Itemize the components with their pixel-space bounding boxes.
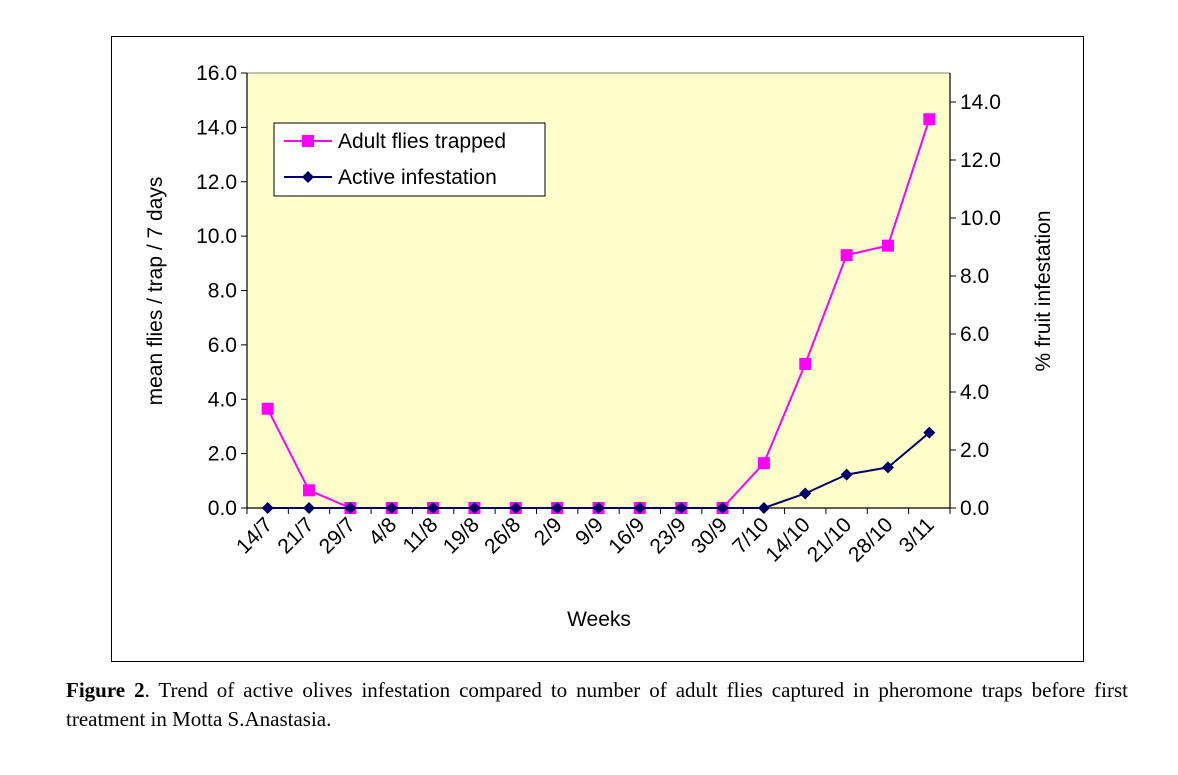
data-point — [509, 502, 522, 514]
chart: 0.0 2.0 4.0 6.0 8.0 10.0 12.0 14.0 16.0 0.0 2.0 4.0… — [144, 62, 1055, 631]
y-tick-label-left: 16.0 — [196, 62, 237, 85]
y-tick-label-right: 0.0 — [960, 497, 989, 520]
y-tick-label-right: 2.0 — [960, 439, 989, 462]
legend-label: Adult flies trapped — [338, 130, 506, 153]
data-point — [840, 249, 853, 262]
data-point — [468, 502, 481, 514]
figure-caption: Figure 2. Trend of active olives infesta… — [66, 676, 1128, 734]
data-point — [757, 502, 770, 514]
y-tick-label-right: 4.0 — [960, 381, 989, 404]
y-tick-label-left: 12.0 — [196, 171, 237, 194]
data-point — [303, 502, 316, 514]
x-tick-label: 29/7 — [315, 513, 360, 558]
x-tick-label: 11/8 — [399, 513, 443, 557]
caption-label: Figure 2 — [66, 678, 145, 702]
legend-box — [273, 122, 546, 197]
y-tick-label-left: 14.0 — [196, 116, 237, 139]
y-axis-title-left: mean flies / trap / 7 days — [144, 177, 167, 406]
data-point — [303, 484, 316, 497]
y-tick-label-left: 2.0 — [208, 443, 237, 466]
x-tick-label: 16/9 — [604, 513, 649, 558]
x-tick-label: 3/11 — [895, 513, 939, 557]
data-point — [551, 502, 564, 514]
caption-text: . Trend of active olives infestation com… — [66, 678, 1128, 731]
data-point — [881, 239, 894, 252]
legend-marker — [302, 135, 314, 147]
data-point — [633, 502, 646, 514]
chart-frame: 0.0 2.0 4.0 6.0 8.0 10.0 12.0 14.0 16.0 0.0 2.0 4.0… — [111, 36, 1084, 662]
x-tick-label: 21/7 — [273, 513, 318, 558]
legend-label: Active infestation — [338, 166, 497, 189]
y-tick-label-left: 0.0 — [208, 497, 237, 520]
legend-marker — [302, 171, 314, 183]
y-tick-label-left: 6.0 — [208, 334, 237, 357]
data-point — [675, 502, 688, 514]
data-point — [840, 468, 853, 481]
x-tick-label: 19/8 — [439, 513, 484, 558]
data-point — [799, 357, 812, 370]
x-tick-label: 30/9 — [687, 513, 732, 558]
data-point — [881, 461, 894, 474]
y-tick-label-right: 14.0 — [960, 91, 1001, 114]
x-tick-label: 9/9 — [571, 513, 608, 550]
y-tick-label-right: 12.0 — [960, 149, 1001, 172]
y-tick-label-right: 8.0 — [960, 265, 989, 288]
data-point — [261, 402, 274, 415]
y-tick-label-right: 6.0 — [960, 323, 989, 346]
x-tick-label: 28/10 — [844, 513, 897, 566]
x-tick-label: 23/9 — [646, 513, 691, 558]
x-tick-label: 14/7 — [232, 513, 277, 558]
y-tick-label-left: 10.0 — [196, 225, 237, 248]
x-tick-label: 26/8 — [480, 513, 525, 558]
x-tick-label: 2/9 — [530, 513, 567, 550]
data-point — [923, 113, 936, 126]
data-point — [385, 502, 398, 514]
x-axis-title: Weeks — [567, 608, 631, 631]
data-point — [799, 487, 812, 500]
x-tick-label: 14/10 — [761, 513, 814, 566]
y-tick-label-left: 8.0 — [208, 280, 237, 303]
x-tick-label: 21/10 — [803, 513, 856, 566]
y-tick-label-left: 4.0 — [208, 388, 237, 411]
x-tick-label: 4/8 — [364, 513, 401, 550]
data-point — [757, 457, 770, 470]
data-point — [261, 502, 274, 514]
data-point — [716, 502, 729, 514]
y-axis-title-right: % fruit infestation — [1032, 210, 1055, 371]
data-point — [427, 502, 440, 514]
data-point — [344, 502, 357, 514]
data-point — [592, 502, 605, 514]
data-point — [923, 426, 936, 439]
y-tick-label-right: 10.0 — [960, 207, 1001, 230]
